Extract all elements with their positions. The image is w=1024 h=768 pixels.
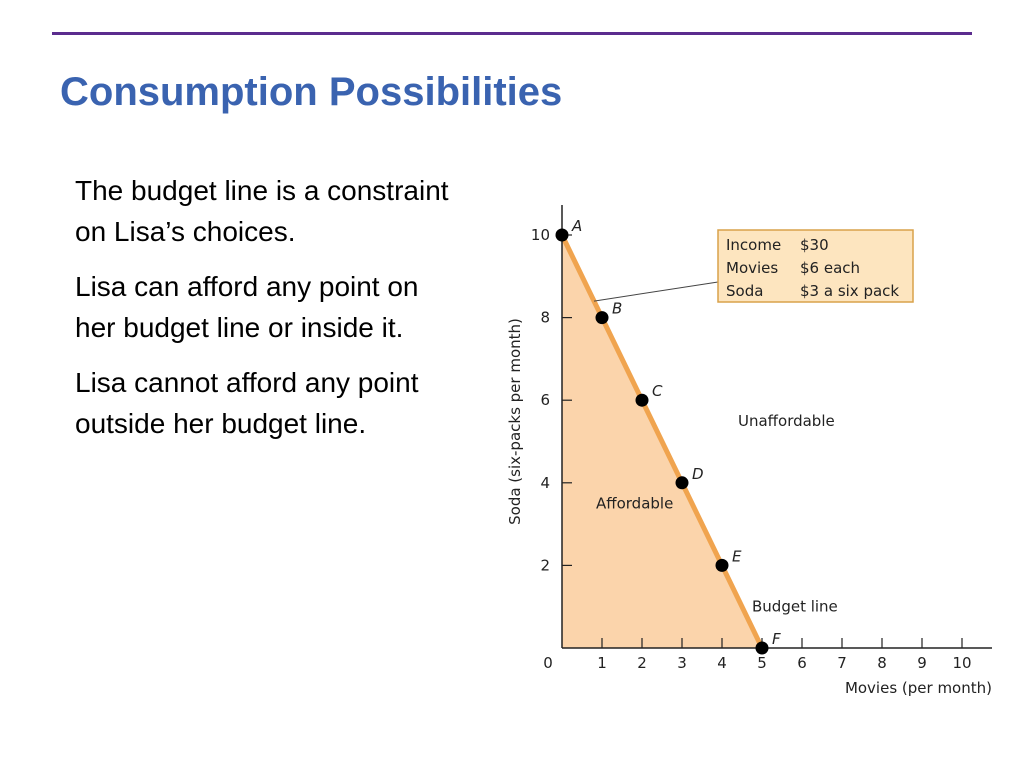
bullet-cannot-afford: Lisa cannot afford any point outside her…: [75, 367, 419, 439]
x-tick-label: 4: [717, 654, 727, 672]
point-label: C: [652, 382, 663, 400]
info-box-pointer: [593, 281, 719, 302]
point-label: B: [612, 300, 622, 318]
origin-label: 0: [543, 654, 553, 672]
point-d: [675, 476, 689, 490]
x-tick-label: 6: [797, 654, 807, 672]
y-tick-label: 6: [540, 391, 550, 409]
point-a: [555, 228, 569, 242]
x-tick-label: 9: [917, 654, 927, 672]
point-label: A: [571, 217, 582, 235]
x-tick-label: 5: [757, 654, 767, 672]
bullet-budget-constraint: The budget line is a constraint on Lisa’…: [75, 175, 449, 247]
x-ticks: 1 2 3 4 5 6 7 8 9 10: [597, 638, 972, 672]
y-tick-label: 2: [540, 556, 550, 574]
x-tick-label: 2: [637, 654, 647, 672]
info-box-key: Soda: [726, 282, 763, 300]
bullet-can-afford: Lisa can afford any point on her budget …: [75, 271, 419, 343]
x-axis-label: Movies (per month): [845, 679, 992, 697]
x-tick-label: 8: [877, 654, 887, 672]
top-rule: [52, 32, 972, 35]
point-label: E: [732, 547, 742, 565]
info-box-key: Movies: [726, 259, 778, 277]
x-tick-label: 10: [952, 654, 971, 672]
slide-title: Consumption Possibilities: [60, 70, 563, 114]
x-tick-label: 7: [837, 654, 847, 672]
y-axis-label: Soda (six-packs per month): [506, 318, 524, 525]
data-points: A B C D E F: [555, 217, 781, 655]
point-c: [635, 393, 649, 407]
info-box-value: $3 a six pack: [800, 282, 899, 300]
point-f: [755, 641, 769, 655]
x-tick-label: 3: [677, 654, 687, 672]
y-tick-label: 4: [540, 474, 550, 492]
budget-line-label: Budget line: [752, 598, 838, 616]
info-box-value: $6 each: [800, 259, 860, 277]
budget-line: [559, 232, 765, 651]
point-label: D: [692, 465, 704, 483]
y-tick-label: 8: [540, 309, 550, 327]
unaffordable-label: Unaffordable: [738, 412, 835, 430]
affordable-label: Affordable: [596, 494, 673, 512]
info-box-key: Income: [726, 236, 781, 254]
point-e: [715, 558, 729, 572]
point-label: F: [772, 630, 781, 648]
y-tick-label: 10: [531, 226, 550, 244]
info-box: Income $30 Movies $6 each Soda $3 a six pack: [717, 229, 914, 303]
x-tick-label: 1: [597, 654, 607, 672]
info-box-frame: [717, 229, 914, 303]
info-box-value: $30: [800, 236, 829, 254]
bullet-list: The budget line is a constraint on Lisa’…: [75, 170, 455, 458]
point-b: [595, 311, 609, 325]
